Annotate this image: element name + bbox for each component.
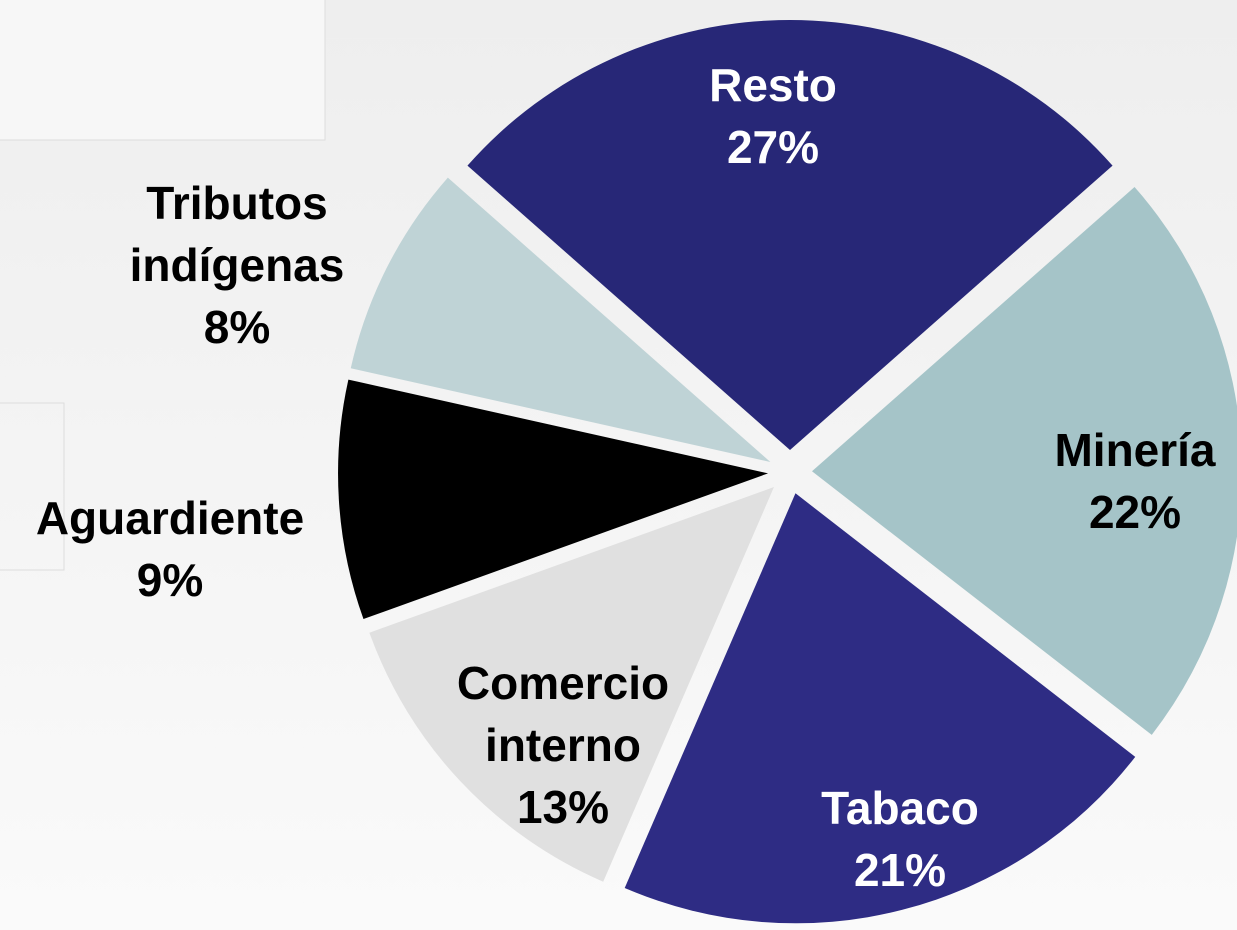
pie-slice (624, 493, 1136, 924)
decor-box (0, 0, 326, 141)
category-label: Aguardiente (35, 492, 305, 544)
pie-slice (467, 20, 1113, 451)
category-label: Tributos indígenas (129, 177, 345, 291)
value-label: 13% (516, 781, 610, 833)
pie-slice (369, 487, 774, 882)
pie-slice (338, 379, 769, 620)
category-label: Resto (709, 59, 837, 111)
slice-label: Tabaco 21% (750, 777, 1050, 901)
slice-label: Tributos indígenas 8% (87, 172, 387, 358)
category-label: Minería (1054, 424, 1216, 476)
slice-label: Minería 22% (1025, 419, 1237, 543)
pie-slice (350, 177, 771, 463)
value-label: 21% (853, 844, 947, 896)
value-label: 9% (136, 554, 204, 606)
slice-label: Comercio interno 13% (423, 652, 703, 838)
slice-label: Resto 27% (613, 54, 933, 178)
value-label: 27% (726, 121, 820, 173)
slice-label: Aguardiente 9% (0, 487, 340, 611)
pie-slice (811, 186, 1237, 735)
value-label: 8% (203, 301, 271, 353)
value-label: 22% (1088, 486, 1182, 538)
category-label: Comercio interno (456, 657, 670, 771)
decor-box (0, 402, 65, 571)
category-label: Tabaco (821, 782, 979, 834)
